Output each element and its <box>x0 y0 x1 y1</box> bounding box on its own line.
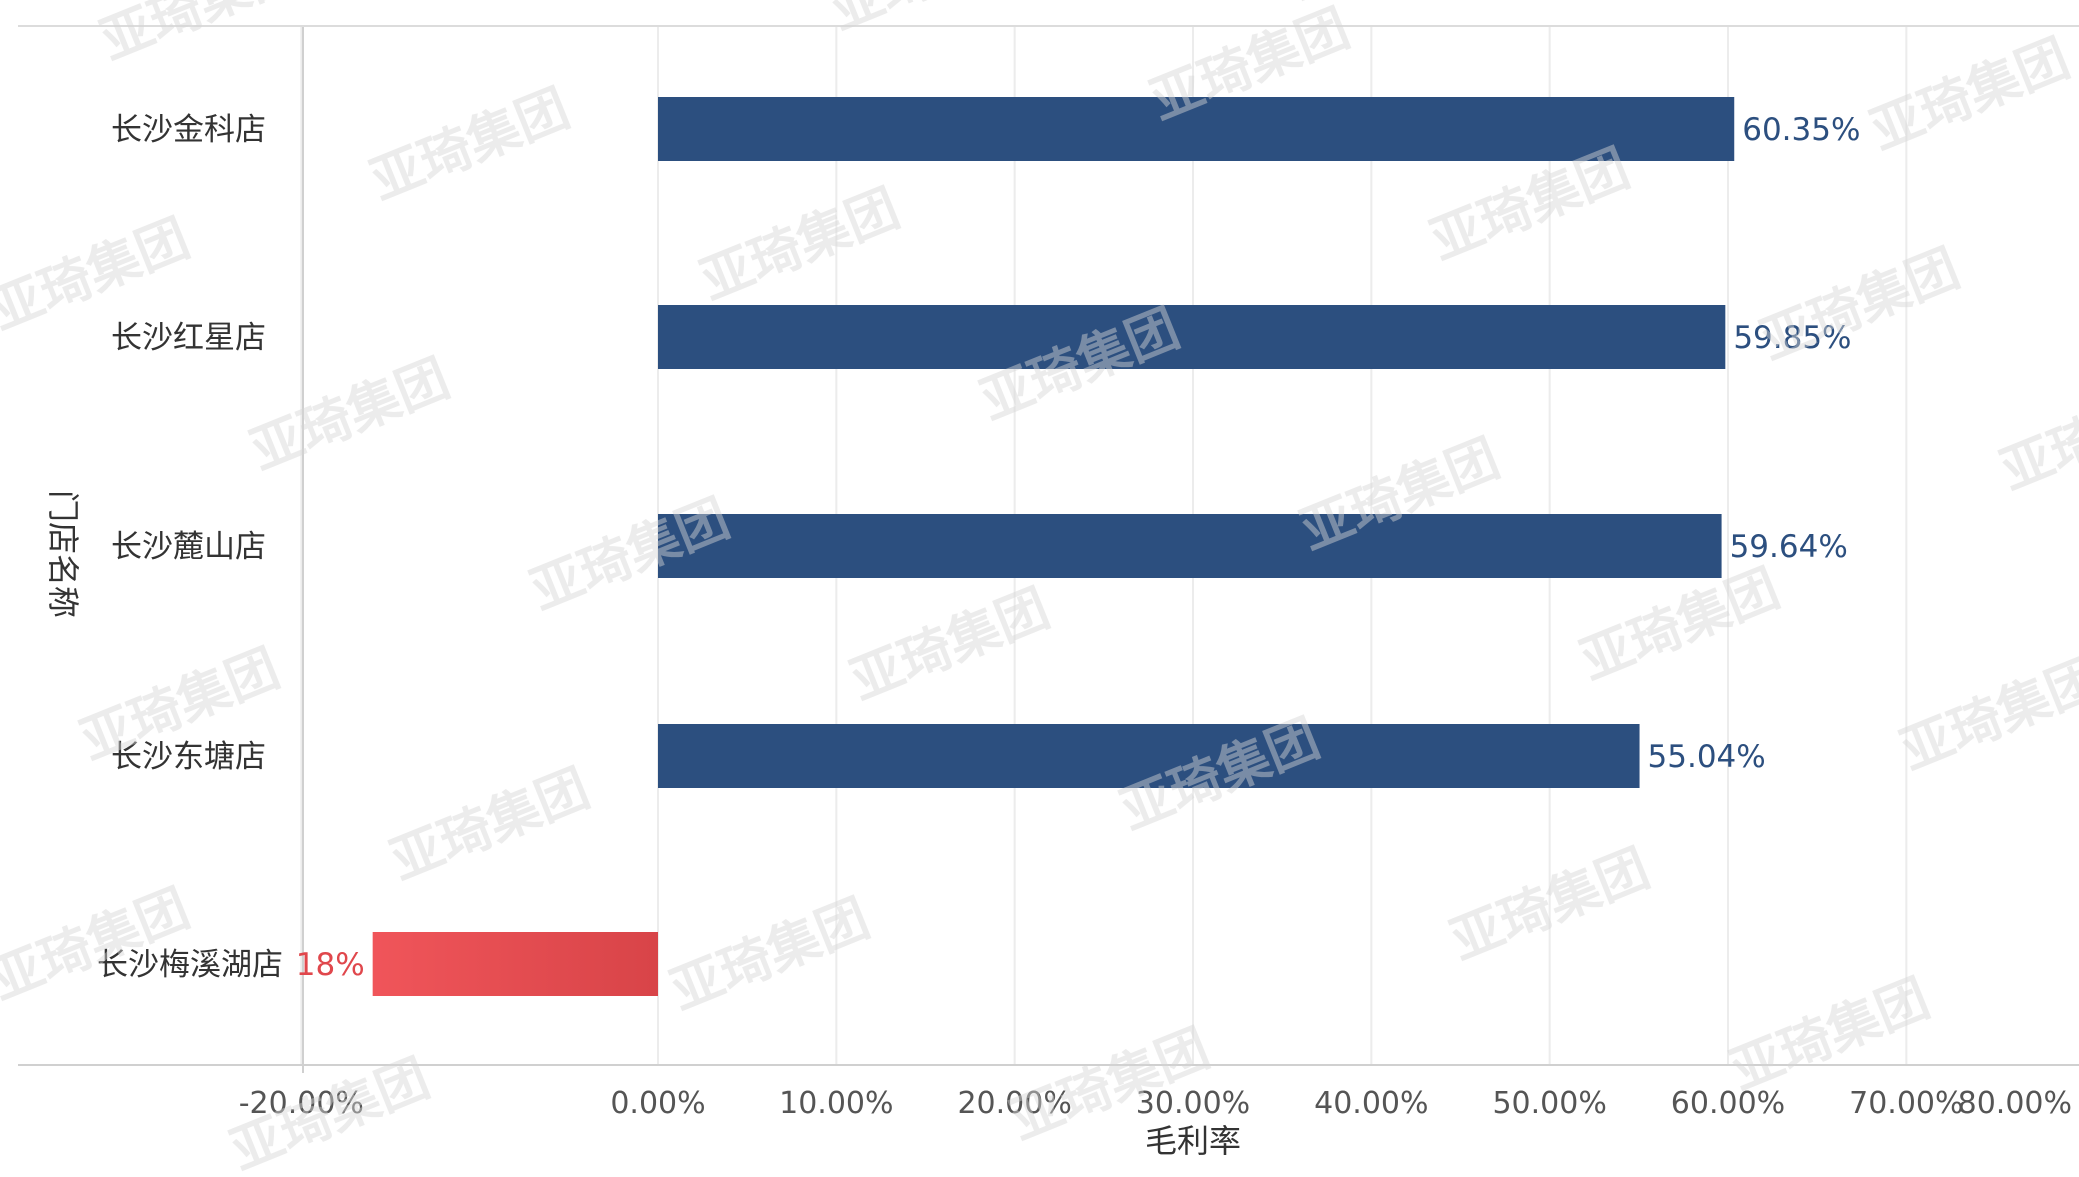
bar <box>658 514 1722 578</box>
watermark-text: 亚琦集团 <box>692 178 907 312</box>
bar <box>658 305 1726 369</box>
y-axis-title: 门店名称 <box>44 490 82 618</box>
data-label: 18% <box>296 947 365 983</box>
category-label: 长沙梅溪湖店 <box>97 947 283 983</box>
watermark-text: 亚琦集团 <box>1572 558 1787 692</box>
data-label: 59.85% <box>1733 320 1851 356</box>
x-tick-label: 10.00% <box>779 1086 893 1121</box>
x-axis-title: 毛利率 <box>1145 1122 1241 1160</box>
x-tick-label: 80.00% <box>1958 1086 2072 1121</box>
watermark-text: 亚琦集团 <box>1722 968 1937 1102</box>
category-label: 长沙东塘店 <box>111 739 266 775</box>
bar <box>658 97 1735 161</box>
data-label: 60.35% <box>1742 112 1860 148</box>
bar <box>372 932 658 996</box>
category-label: 长沙红星店 <box>111 320 266 356</box>
category-label: 长沙麓山店 <box>111 529 266 565</box>
x-tick-label: 20.00% <box>957 1086 1071 1121</box>
watermark-text: 亚琦集团 <box>662 888 877 1022</box>
watermark-text: 亚琦集团 <box>822 0 1037 42</box>
watermark-text: 亚琦集团 <box>1992 368 2079 502</box>
watermark-text: 亚琦集团 <box>222 1048 437 1177</box>
watermark-text: 亚琦集团 <box>0 878 198 1012</box>
watermark-text: 亚琦集团 <box>1862 28 2077 162</box>
axes <box>18 25 2079 1073</box>
x-tick-label: 60.00% <box>1671 1086 1785 1121</box>
watermark-text: 亚琦集团 <box>1892 648 2079 782</box>
x-tick-label: 50.00% <box>1492 1086 1606 1121</box>
x-tick-label: 30.00% <box>1136 1086 1250 1121</box>
x-tick-label: 0.00% <box>610 1086 705 1121</box>
watermark-text: 亚琦集团 <box>92 0 307 72</box>
watermark-text: 亚琦集团 <box>242 348 457 482</box>
x-tick-label: -20.00% <box>239 1086 364 1121</box>
watermark-text: 亚琦集团 <box>382 758 597 892</box>
watermark-text: 亚琦集团 <box>522 488 737 622</box>
data-label: 59.64% <box>1730 529 1848 565</box>
labels: -20.00% 0.00% 10.00% 20.00% 30.00% 40.00% 50.0… <box>44 112 2072 1160</box>
data-label: 55.04% <box>1648 739 1766 775</box>
x-tick-label: 70.00% <box>1849 1086 1963 1121</box>
watermark-text: 亚琦集团 <box>1752 238 1967 372</box>
watermark-text: 亚琦集团 <box>362 78 577 212</box>
x-tick-label: 40.00% <box>1314 1086 1428 1121</box>
watermark-text: 亚琦集团 <box>842 578 1057 712</box>
category-label: 长沙金科店 <box>111 112 266 148</box>
bars <box>372 97 1735 996</box>
bar <box>658 724 1640 788</box>
